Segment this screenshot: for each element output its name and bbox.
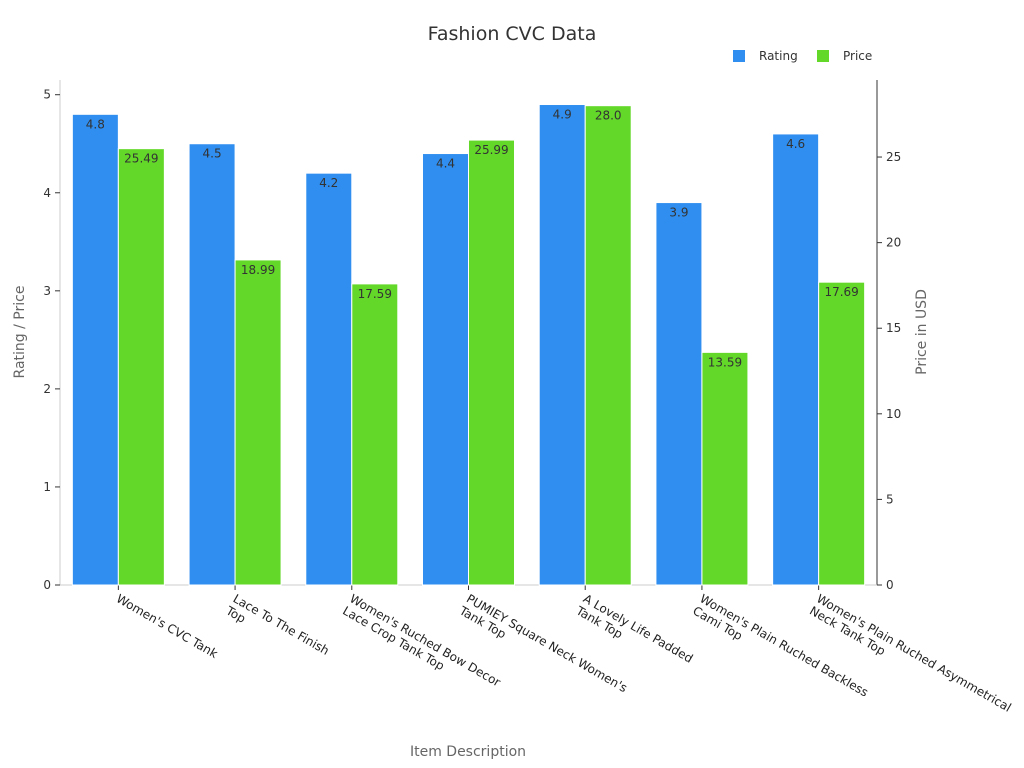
bar-price-2	[351, 283, 399, 586]
y-tick-label: 0	[43, 578, 51, 592]
legend-label-price: Price	[843, 49, 872, 63]
data-label-price-5: 13.59	[708, 355, 742, 369]
x-tick-label-line: Lace To The Finish	[231, 591, 332, 657]
x-tick-label-0: Women's CVC Tank	[114, 591, 220, 660]
data-label-rating-0: 4.8	[86, 117, 105, 131]
data-label-price-0: 25.49	[124, 152, 158, 166]
data-label-rating-6: 4.6	[786, 137, 805, 151]
bar-rating-0	[71, 113, 119, 586]
y-tick-label: 3	[43, 284, 51, 298]
y2-tick-label: 10	[886, 407, 901, 421]
data-label-rating-5: 3.9	[669, 206, 688, 220]
legend: Rating Price	[733, 49, 872, 63]
y-tick-label: 4	[43, 186, 51, 200]
data-label-price-2: 17.59	[358, 287, 392, 301]
chart-title: Fashion CVC Data	[428, 23, 597, 45]
bar-price-0	[117, 148, 165, 586]
bar-price-3	[468, 139, 515, 586]
y2-tick-label: 0	[886, 578, 894, 592]
x-tick-label-line: Women's Plain Ruched Asymmetrical	[814, 591, 1013, 714]
data-label-price-3: 25.99	[474, 143, 508, 157]
y-axis-label: Rating / Price	[12, 286, 28, 379]
data-label-price-1: 18.99	[241, 263, 275, 277]
x-axis-label: Item Description	[410, 744, 526, 760]
x-tick-label-line: Women's CVC Tank	[114, 591, 220, 660]
data-labels: 4.8 25.49 4.5 18.99 4.2 17.59 4.4 25.99 4.9 28.0 3…	[86, 108, 859, 370]
legend-swatch-rating	[733, 50, 745, 62]
y2-axis-label: Price in USD	[914, 289, 930, 375]
data-label-price-4: 28.0	[595, 109, 622, 123]
bar-rating-6	[772, 133, 820, 586]
data-label-price-6: 17.69	[824, 285, 858, 299]
y2-tick-label: 5	[886, 492, 894, 506]
data-label-rating-3: 4.4	[436, 157, 455, 171]
y2-tick-label: 25	[886, 150, 901, 164]
y-tick-label: 1	[43, 480, 51, 494]
bar-rating-4	[538, 104, 586, 586]
bar-rating-3	[422, 153, 469, 586]
bar-rating-5	[655, 202, 703, 586]
data-label-rating-2: 4.2	[319, 176, 338, 190]
y-tick-label: 2	[43, 382, 51, 396]
data-label-rating-4: 4.9	[553, 108, 572, 122]
y2-tick-label: 20	[886, 236, 901, 250]
bar-price-4	[584, 105, 632, 586]
bar-price-5	[701, 351, 749, 586]
bar-price-6	[818, 281, 866, 586]
y-tick-label: 5	[43, 88, 51, 102]
legend-label-rating: Rating	[759, 49, 798, 63]
bars	[71, 104, 866, 586]
bar-rating-1	[188, 143, 236, 586]
bar-rating-2	[305, 172, 353, 586]
y2-tick-label: 15	[886, 321, 901, 335]
legend-swatch-price	[817, 50, 829, 62]
data-label-rating-1: 4.5	[203, 147, 222, 161]
bar-price-1	[234, 259, 282, 586]
